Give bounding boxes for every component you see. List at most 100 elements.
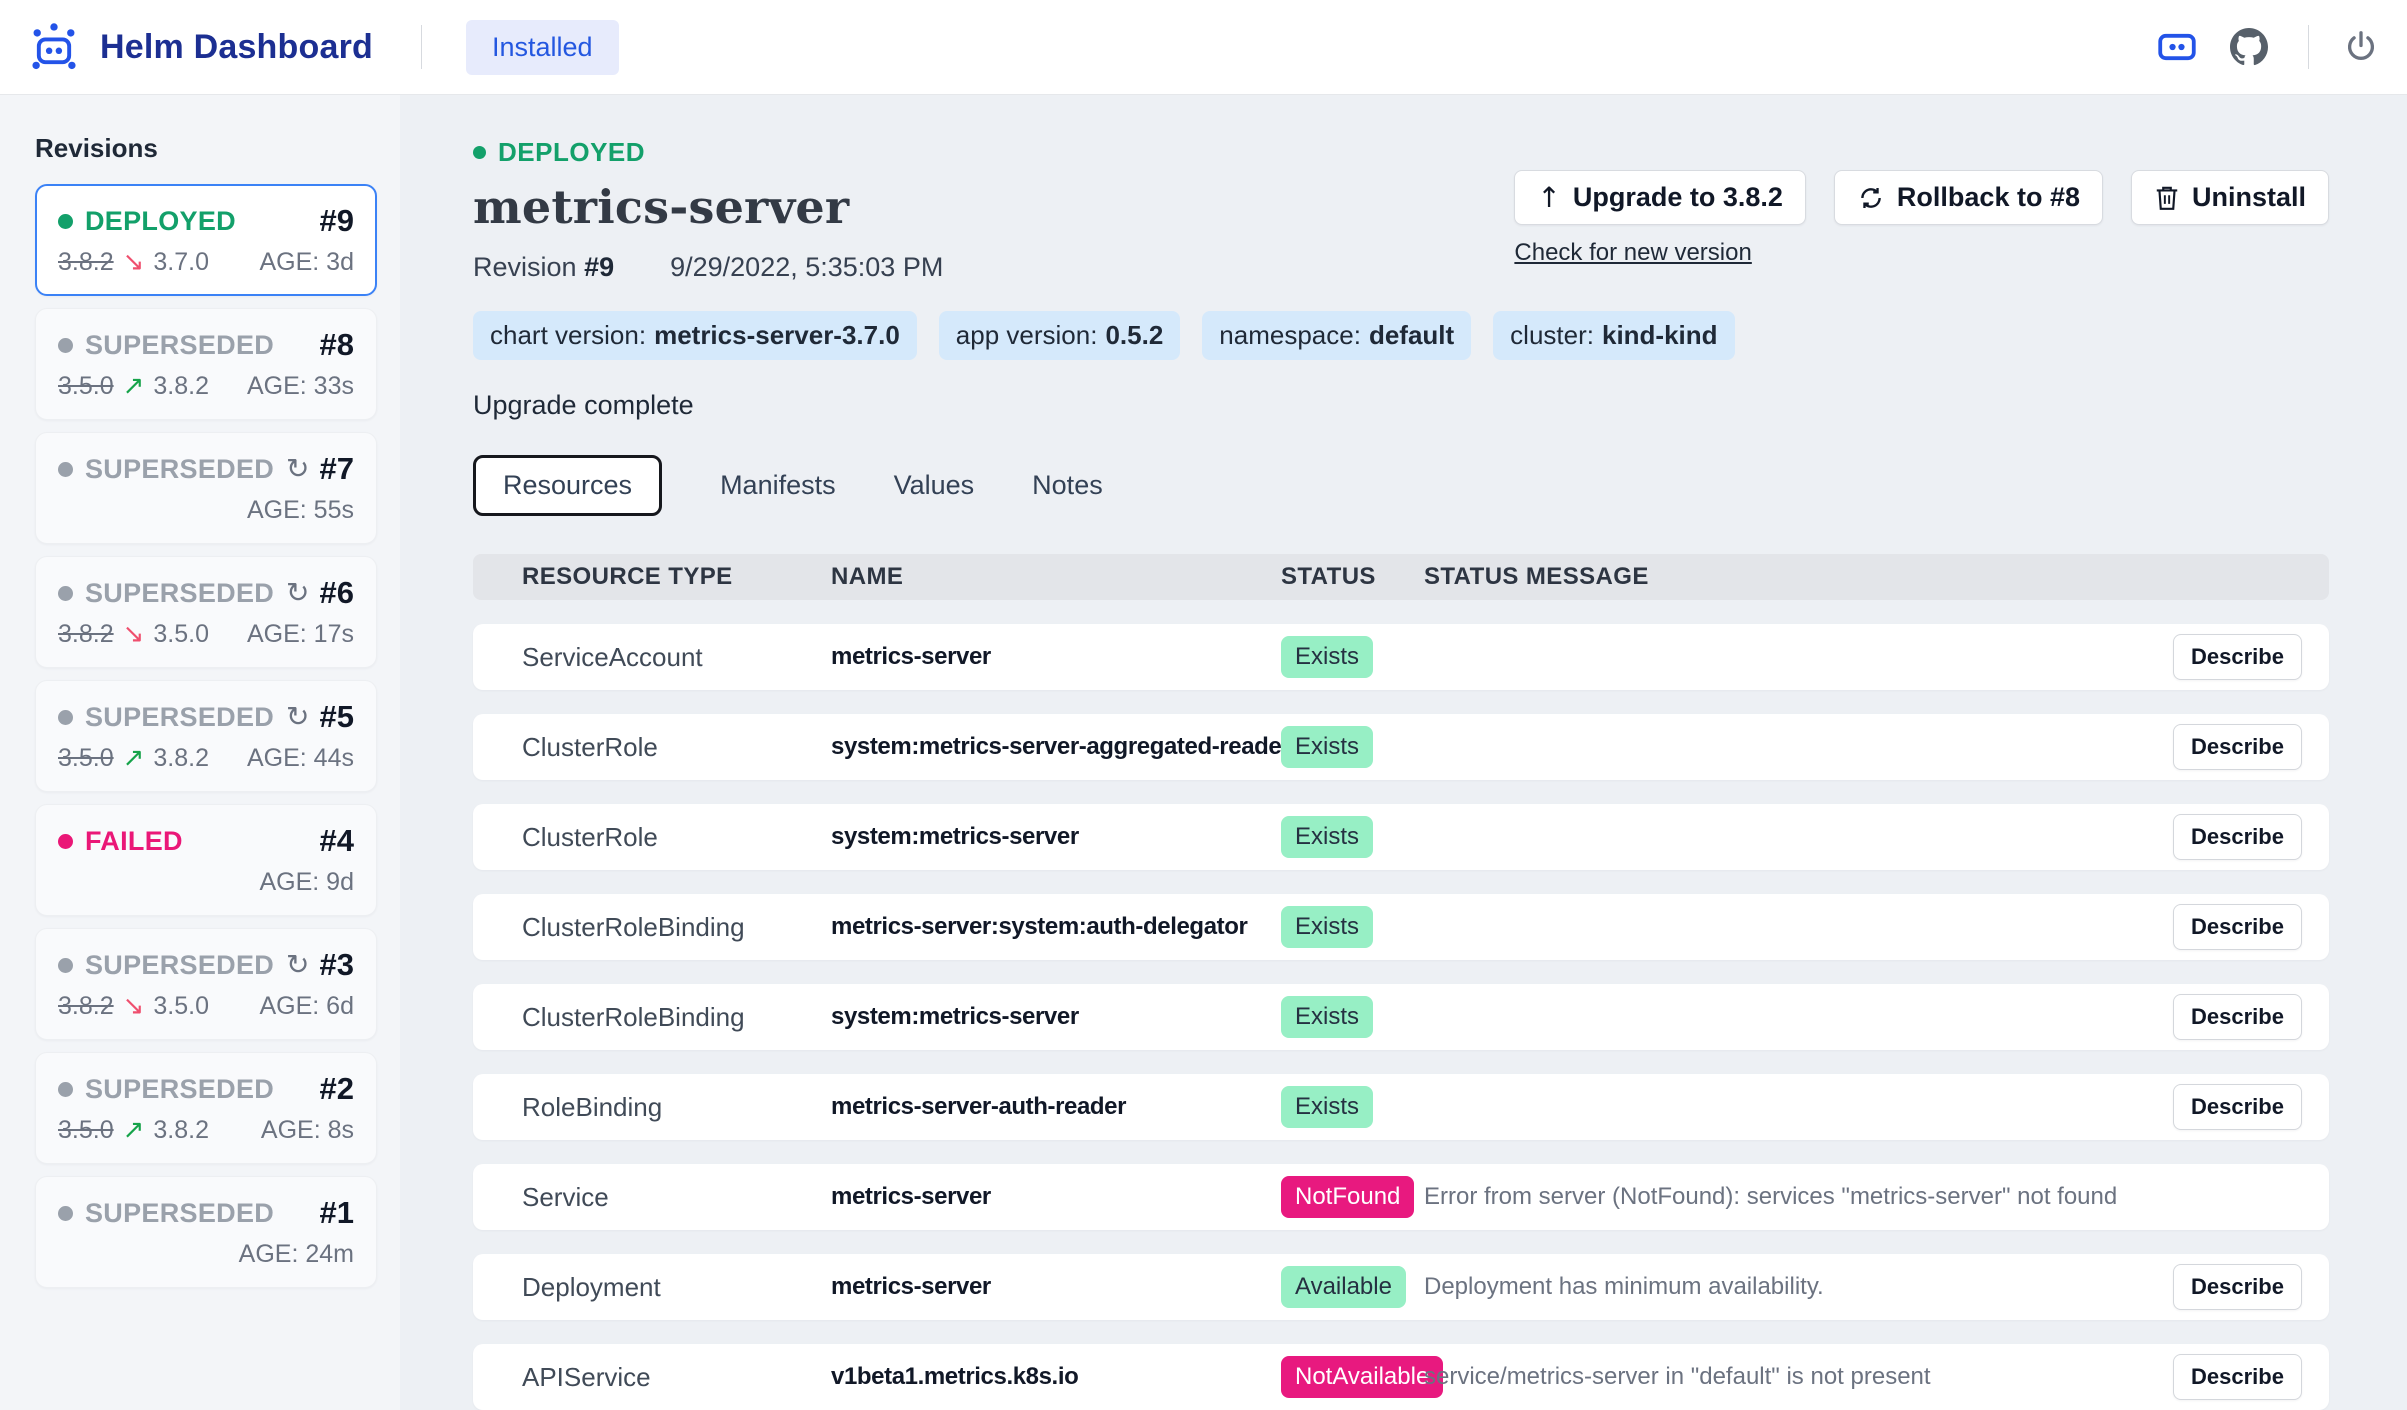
status-message: Error from server (NotFound): services "… bbox=[1424, 1183, 2118, 1210]
resource-type: ClusterRoleBinding bbox=[522, 1001, 745, 1032]
status-badge: Exists bbox=[1281, 1086, 1374, 1128]
status-badge: Exists bbox=[1281, 636, 1374, 678]
revision-card[interactable]: SUPERSEDED #8 3.5.0 ↗ 3.8.2 AGE: 33s bbox=[35, 308, 377, 420]
tab[interactable]: Notes bbox=[1032, 470, 1103, 500]
resource-type: RoleBinding bbox=[522, 1091, 663, 1122]
version-arrow-icon: ↘ bbox=[122, 991, 145, 1021]
revision-card[interactable]: SUPERSEDED ↻ #5 3.5.0 ↗ 3.8.2 AGE: 44s bbox=[35, 680, 377, 792]
uninstall-button[interactable]: Uninstall bbox=[2130, 170, 2329, 225]
revision-age: AGE: 33s bbox=[247, 371, 354, 400]
revision-version-change: 3.5.0 ↗ 3.8.2 bbox=[58, 743, 209, 773]
describe-button[interactable]: Describe bbox=[2173, 724, 2302, 770]
status-dot-icon bbox=[58, 833, 73, 849]
revision-age: AGE: 9d bbox=[259, 868, 355, 896]
describe-button[interactable]: Describe bbox=[2173, 634, 2302, 680]
revision-number: #3 bbox=[319, 947, 354, 982]
tab[interactable]: Values bbox=[893, 470, 975, 500]
metadata-chips: chart version: metrics-server-3.7.0 app … bbox=[473, 311, 2329, 360]
status-dot-icon bbox=[58, 957, 73, 973]
revision-number: #2 bbox=[319, 1071, 354, 1106]
resources-table: RESOURCE TYPE NAME STATUS STATUS MESSAGE… bbox=[473, 554, 2329, 1410]
power-icon bbox=[2347, 31, 2375, 60]
revision-version-change: 3.5.0 ↗ 3.8.2 bbox=[58, 371, 209, 401]
chip-value: default bbox=[1368, 320, 1455, 350]
tab-bar: Resources Manifests Values Notes bbox=[473, 455, 2329, 516]
old-version: 3.5.0 bbox=[58, 371, 114, 400]
brand-link[interactable]: Helm Dashboard bbox=[28, 21, 373, 73]
table-row: ClusterRole system:metrics-server-aggreg… bbox=[473, 714, 2329, 780]
col-status-message: STATUS MESSAGE bbox=[1424, 563, 1649, 590]
describe-button[interactable]: Describe bbox=[2173, 1264, 2302, 1310]
status-dot-icon bbox=[58, 337, 73, 353]
old-version: 3.5.0 bbox=[58, 743, 114, 772]
page-title: metrics-server bbox=[473, 180, 850, 234]
status-dot-icon bbox=[473, 146, 486, 159]
chip-label: chart version: bbox=[490, 320, 647, 350]
table-row: ClusterRoleBinding metrics-server:system… bbox=[473, 894, 2329, 960]
tab[interactable]: Manifests bbox=[720, 470, 836, 500]
revision-card[interactable]: SUPERSEDED ↻ #6 3.8.2 ↘ 3.5.0 AGE: 17s bbox=[35, 556, 377, 668]
shutdown-button[interactable] bbox=[2343, 29, 2379, 65]
status-message: Deployment has minimum availability. bbox=[1424, 1273, 1824, 1300]
revision-status: DEPLOYED bbox=[58, 206, 248, 237]
robot-chip-icon bbox=[2158, 33, 2196, 61]
rollback-button[interactable]: Rollback to #8 bbox=[1833, 170, 2103, 225]
resource-name: metrics-server-auth-reader bbox=[831, 1093, 1127, 1120]
revision-card[interactable]: SUPERSEDED ↻ #7 AGE: 55s bbox=[35, 432, 377, 544]
release-note: Upgrade complete bbox=[473, 390, 694, 420]
revision-status: SUPERSEDED bbox=[58, 1074, 286, 1105]
table-row: ClusterRoleBinding system:metrics-server… bbox=[473, 984, 2329, 1050]
tab[interactable]: Resources bbox=[473, 455, 663, 516]
describe-button[interactable]: Describe bbox=[2173, 904, 2302, 950]
check-new-version-link[interactable]: Check for new version bbox=[1514, 239, 1752, 266]
sidebar-title: Revisions bbox=[35, 133, 158, 163]
resource-name: metrics-server bbox=[831, 1273, 991, 1300]
revision-age: AGE: 8s bbox=[260, 1115, 354, 1144]
resource-name: system:metrics-server bbox=[831, 823, 1079, 850]
github-link[interactable] bbox=[2230, 28, 2268, 66]
upgrade-button[interactable]: ↑ Upgrade to 3.8.2 bbox=[1514, 170, 1806, 225]
revision-age: AGE: 55s bbox=[247, 496, 354, 524]
revision-status: SUPERSEDED bbox=[58, 330, 286, 361]
revision-status-label: SUPERSEDED bbox=[85, 453, 275, 484]
revision-card[interactable]: DEPLOYED #9 3.8.2 ↘ 3.7.0 AGE: 3d bbox=[35, 184, 377, 296]
revision-number: #7 bbox=[319, 451, 354, 486]
resource-name: metrics-server:system:auth-delegator bbox=[831, 913, 1248, 940]
reload-icon: ↻ bbox=[286, 700, 310, 733]
metadata-chip: app version: 0.5.2 bbox=[938, 311, 1181, 360]
describe-button[interactable]: Describe bbox=[2173, 814, 2302, 860]
revision-number: #8 bbox=[319, 327, 354, 362]
new-version: 3.8.2 bbox=[153, 743, 210, 772]
revision-version-change: 3.5.0 ↗ 3.8.2 bbox=[58, 1115, 209, 1145]
reload-icon: ↻ bbox=[286, 948, 310, 981]
status-badge: NotFound bbox=[1281, 1176, 1415, 1218]
revision-info: Revision #9 9/29/2022, 5:35:03 PM bbox=[473, 252, 944, 282]
version-arrow-icon: ↗ bbox=[122, 743, 145, 773]
describe-button[interactable]: Describe bbox=[2173, 1354, 2302, 1400]
divider bbox=[2308, 25, 2309, 69]
revision-number: #6 bbox=[319, 575, 354, 610]
nav-item-installed[interactable]: Installed bbox=[465, 19, 619, 75]
resource-name: system:metrics-server-aggregated-reader bbox=[831, 733, 1291, 760]
revision-status-label: SUPERSEDED bbox=[85, 329, 275, 360]
revision-card[interactable]: SUPERSEDED #2 3.5.0 ↗ 3.8.2 AGE: 8s bbox=[35, 1052, 377, 1164]
revision-age: AGE: 3d bbox=[259, 247, 355, 276]
chip-value: metrics-server-3.7.0 bbox=[654, 320, 900, 350]
describe-button[interactable]: Describe bbox=[2173, 1084, 2302, 1130]
status-dot-icon bbox=[58, 213, 73, 229]
revision-card[interactable]: FAILED #4 AGE: 9d bbox=[35, 804, 377, 916]
navbar: Helm Dashboard Installed bbox=[0, 0, 2407, 95]
revision-status: SUPERSEDED ↻ bbox=[58, 702, 310, 733]
old-version: 3.5.0 bbox=[58, 1115, 114, 1144]
col-status: STATUS bbox=[1281, 563, 1376, 590]
resource-name: metrics-server bbox=[831, 643, 991, 670]
revision-card[interactable]: SUPERSEDED ↻ #3 3.8.2 ↘ 3.5.0 AGE: 6d bbox=[35, 928, 377, 1040]
describe-button[interactable]: Describe bbox=[2173, 994, 2302, 1040]
version-arrow-icon: ↗ bbox=[122, 371, 145, 401]
status-dot-icon bbox=[58, 1205, 73, 1221]
revision-card[interactable]: SUPERSEDED #1 AGE: 24m bbox=[35, 1176, 377, 1288]
table-row: APIService v1beta1.metrics.k8s.io NotAva… bbox=[473, 1344, 2329, 1410]
robot-chip-button[interactable] bbox=[2158, 33, 2196, 61]
revision-age: AGE: 17s bbox=[247, 619, 354, 648]
status-badge: NotAvailable bbox=[1281, 1356, 1444, 1398]
